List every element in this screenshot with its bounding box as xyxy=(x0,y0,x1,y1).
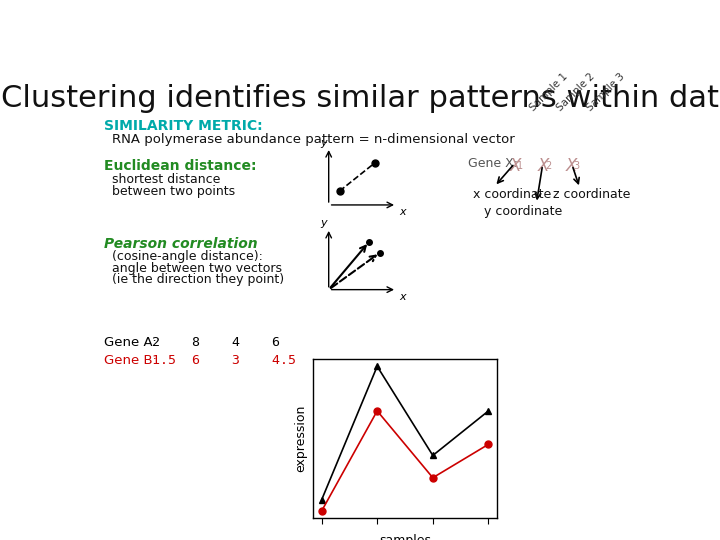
Y-axis label: expression: expression xyxy=(294,405,307,472)
Text: (ie the direction they point): (ie the direction they point) xyxy=(112,273,284,286)
Text: Euclidean distance:: Euclidean distance: xyxy=(104,159,256,173)
Text: Gene B:: Gene B: xyxy=(104,354,157,367)
Text: Clustering identifies similar patterns within data: Clustering identifies similar patterns w… xyxy=(1,84,720,113)
Text: SIMILARITY METRIC:: SIMILARITY METRIC: xyxy=(104,119,263,133)
Text: 1: 1 xyxy=(517,161,523,171)
Text: y: y xyxy=(320,219,327,228)
Text: X: X xyxy=(538,157,549,175)
Text: 1.5  6    3    4.5: 1.5 6 3 4.5 xyxy=(152,354,296,367)
Text: Sample 2: Sample 2 xyxy=(555,71,597,112)
Text: angle between two vectors: angle between two vectors xyxy=(112,262,282,275)
Text: 2    8    4    6: 2 8 4 6 xyxy=(152,336,280,349)
Text: shortest distance: shortest distance xyxy=(112,173,220,186)
Text: Pearson correlation: Pearson correlation xyxy=(104,237,258,251)
Text: X: X xyxy=(510,157,521,175)
Text: z coordinate: z coordinate xyxy=(554,188,631,201)
Text: y coordinate: y coordinate xyxy=(484,205,562,218)
X-axis label: samples: samples xyxy=(379,535,431,540)
Text: x: x xyxy=(399,207,406,217)
Text: Gene A:: Gene A: xyxy=(104,336,157,349)
Text: RNA polymerase abundance pattern = n-dimensional vector: RNA polymerase abundance pattern = n-dim… xyxy=(112,132,515,146)
Text: y: y xyxy=(320,138,327,147)
Text: Gene X:: Gene X: xyxy=(468,157,518,170)
Text: x coordinate: x coordinate xyxy=(473,188,551,201)
Text: X: X xyxy=(566,157,577,175)
Text: 3: 3 xyxy=(573,161,579,171)
Text: Sample 3: Sample 3 xyxy=(585,71,626,112)
Text: between two points: between two points xyxy=(112,185,235,198)
Text: 2: 2 xyxy=(545,161,552,171)
Text: Sample 1: Sample 1 xyxy=(528,71,570,112)
Text: x: x xyxy=(399,292,406,302)
Text: (cosine-angle distance):: (cosine-angle distance): xyxy=(112,251,263,264)
